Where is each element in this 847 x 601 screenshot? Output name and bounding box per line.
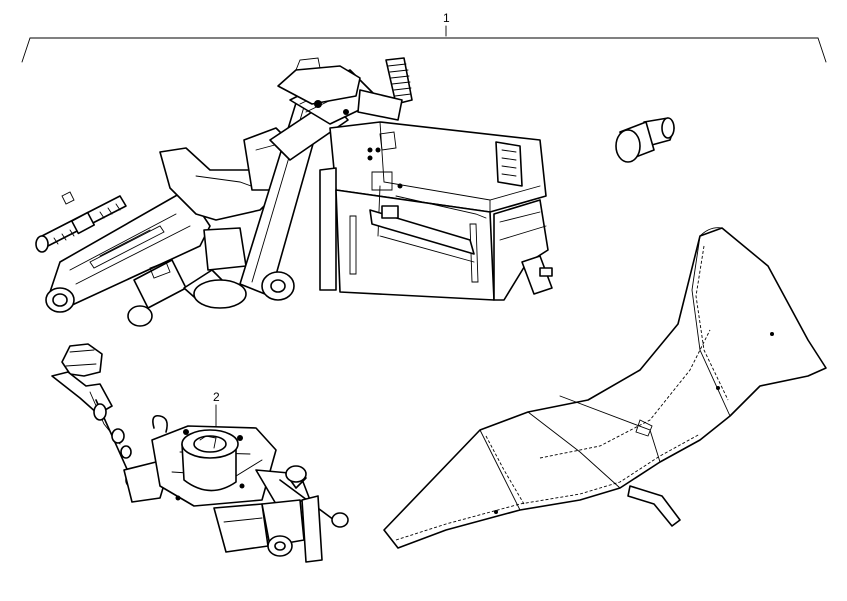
callout-1-label: 1 [443,11,450,25]
flexible-cover [383,227,827,549]
sub-assembly-2 [51,343,349,563]
callout-2-label: 2 [213,390,220,404]
main-frame-assembly [35,57,553,327]
assembly-bracket [21,25,827,63]
knob-part [615,117,675,163]
